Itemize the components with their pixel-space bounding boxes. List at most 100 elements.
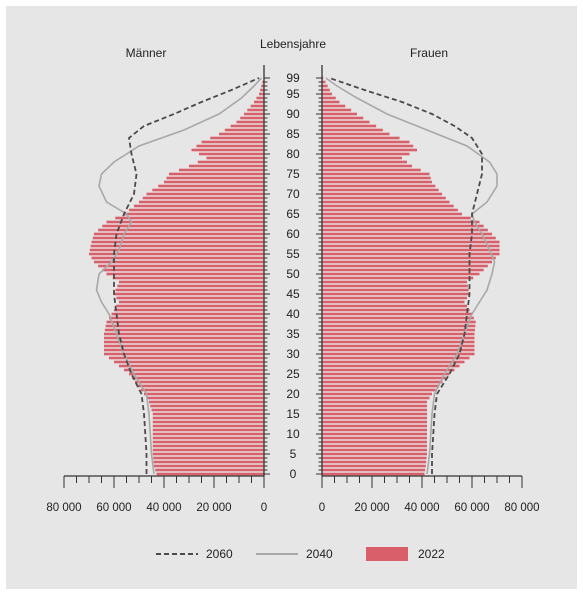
age-label-5: 5 bbox=[290, 447, 297, 461]
bar-female-age-74 bbox=[322, 176, 431, 180]
bar-female-age-94 bbox=[322, 96, 336, 100]
bar-female-age-51 bbox=[322, 268, 484, 272]
bar-female-age-91 bbox=[322, 108, 352, 112]
bar-female-age-64 bbox=[322, 216, 471, 220]
x-label-right: 60 000 bbox=[454, 502, 489, 514]
bar-female-age-26 bbox=[322, 368, 455, 372]
bar-male-age-28 bbox=[114, 360, 264, 364]
bar-male-age-82 bbox=[196, 144, 264, 148]
bar-male-age-72 bbox=[158, 184, 264, 188]
center-label: Lebensjahre bbox=[260, 37, 326, 51]
bar-male-age-5 bbox=[152, 452, 264, 456]
bar-female-age-5 bbox=[322, 452, 427, 456]
bar-male-age-1 bbox=[155, 468, 264, 472]
age-label-25: 25 bbox=[286, 367, 300, 381]
bar-male-age-93 bbox=[254, 100, 264, 104]
x-label-left: 0 bbox=[261, 502, 267, 514]
age-label-50: 50 bbox=[286, 267, 300, 281]
bar-female-age-14 bbox=[322, 416, 427, 420]
bar-female-age-95 bbox=[322, 92, 332, 96]
bar-female-age-30 bbox=[322, 352, 475, 356]
bar-female-age-53 bbox=[322, 260, 492, 264]
bar-male-age-54 bbox=[91, 256, 264, 260]
bar-male-age-50 bbox=[106, 272, 264, 276]
bar-male-age-73 bbox=[164, 180, 264, 184]
x-ticks: 80 000 60 000 40 000 20 000 0 0 20 000 40 000 60… bbox=[46, 476, 540, 514]
line-2040-male bbox=[95, 77, 263, 475]
bar-male-age-81 bbox=[191, 148, 264, 152]
bar-male-age-86 bbox=[224, 128, 264, 132]
bar-female-age-3 bbox=[322, 460, 427, 464]
bar-female-age-93 bbox=[322, 100, 340, 104]
bar-male-age-51 bbox=[102, 268, 264, 272]
bar-female-age-23 bbox=[322, 380, 443, 384]
bar-female-age-2 bbox=[322, 464, 426, 468]
bars-layer bbox=[89, 76, 500, 476]
bar-male-age-40 bbox=[111, 312, 264, 316]
x-label-right: 20 000 bbox=[354, 502, 389, 514]
legend-2040-label: 2040 bbox=[306, 547, 333, 561]
bar-female-age-90 bbox=[322, 112, 357, 116]
bar-male-age-39 bbox=[109, 316, 264, 320]
bar-female-age-68 bbox=[322, 200, 450, 204]
bar-female-age-33 bbox=[322, 340, 475, 344]
age-label-65: 65 bbox=[286, 207, 300, 221]
bar-male-age-89 bbox=[240, 116, 264, 120]
bar-male-age-83 bbox=[201, 140, 264, 144]
bar-male-age-42 bbox=[116, 304, 264, 308]
bar-female-age-52 bbox=[322, 264, 488, 268]
bar-female-age-21 bbox=[322, 388, 436, 392]
bar-female-age-28 bbox=[322, 360, 465, 364]
bar-female-age-9 bbox=[322, 436, 427, 440]
x-label-left: 80 000 bbox=[46, 502, 81, 514]
legend-2022-swatch bbox=[366, 547, 408, 561]
bar-male-age-66 bbox=[129, 208, 264, 212]
bar-male-age-95 bbox=[259, 92, 264, 96]
bar-male-age-16 bbox=[151, 408, 264, 412]
bar-male-age-22 bbox=[138, 384, 264, 388]
bar-male-age-4 bbox=[153, 456, 264, 460]
bar-male-age-79 bbox=[206, 156, 264, 160]
x-label-left: 20 000 bbox=[196, 502, 231, 514]
bar-male-age-25 bbox=[129, 372, 264, 376]
bar-female-age-29 bbox=[322, 356, 470, 360]
bar-male-age-63 bbox=[106, 220, 264, 224]
age-label-40: 40 bbox=[286, 307, 300, 321]
bar-female-age-47 bbox=[322, 284, 468, 288]
bar-male-age-47 bbox=[117, 284, 264, 288]
bar-male-age-68 bbox=[139, 200, 264, 204]
bar-female-age-31 bbox=[322, 348, 475, 352]
bar-male-age-60 bbox=[94, 232, 264, 236]
bar-male-age-52 bbox=[98, 264, 265, 268]
bar-male-age-88 bbox=[236, 120, 264, 124]
population-pyramid-chart: 0 5 10 15 20 25 30 35 40 45 50 55 60 65 70 75 80 85 90 95 99… bbox=[46, 37, 540, 561]
age-label-90: 90 bbox=[286, 107, 300, 121]
bar-male-age-2 bbox=[154, 464, 264, 468]
age-label-95: 95 bbox=[286, 87, 300, 101]
bar-male-age-55 bbox=[89, 252, 264, 256]
bar-female-age-43 bbox=[322, 300, 465, 304]
x-label-right: 40 000 bbox=[404, 502, 439, 514]
line-2060-female bbox=[329, 77, 483, 474]
bar-male-age-92 bbox=[250, 104, 264, 108]
bar-male-age-71 bbox=[152, 188, 264, 192]
bar-male-age-49 bbox=[112, 276, 264, 280]
bar-female-age-27 bbox=[322, 364, 460, 368]
bar-female-age-36 bbox=[322, 328, 475, 332]
bar-male-age-96 bbox=[260, 88, 264, 92]
bar-male-age-67 bbox=[134, 204, 264, 208]
bar-female-age-97 bbox=[322, 84, 328, 88]
bar-female-age-89 bbox=[322, 116, 364, 120]
bar-female-age-40 bbox=[322, 312, 472, 316]
bar-female-age-22 bbox=[322, 384, 439, 388]
age-label-30: 30 bbox=[286, 347, 300, 361]
bar-male-age-30 bbox=[104, 352, 264, 356]
bar-female-age-72 bbox=[322, 184, 436, 188]
bar-male-age-19 bbox=[146, 396, 264, 400]
bar-female-age-71 bbox=[322, 188, 439, 192]
age-label-45: 45 bbox=[286, 287, 300, 301]
bar-male-age-41 bbox=[114, 308, 264, 312]
bar-female-age-46 bbox=[322, 288, 469, 292]
age-label-20: 20 bbox=[286, 387, 300, 401]
bar-male-age-64 bbox=[115, 216, 264, 220]
